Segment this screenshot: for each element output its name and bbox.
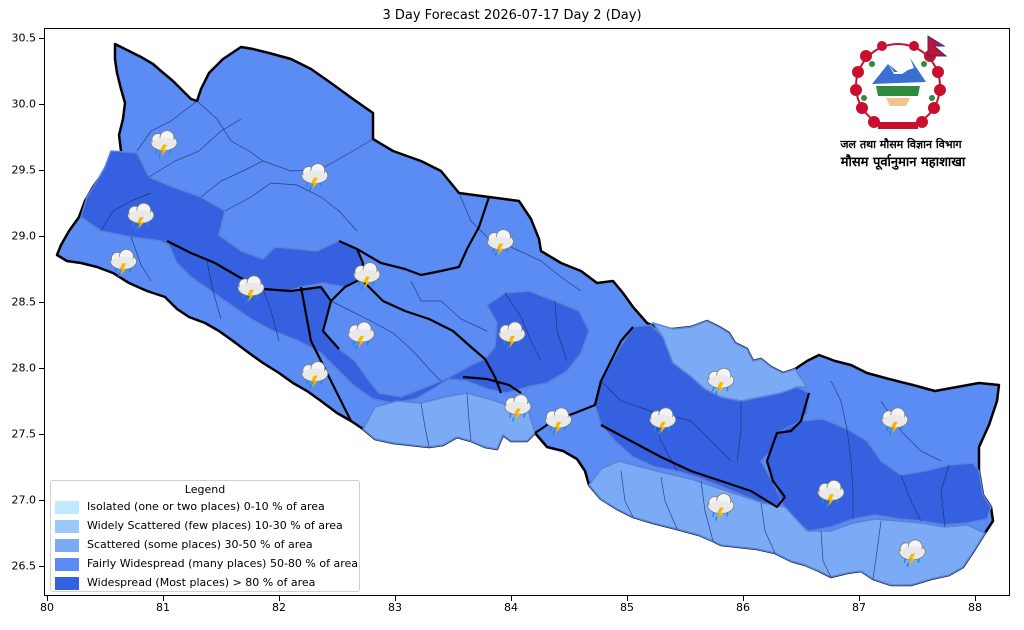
y-tick-label: 29.5	[11, 163, 37, 177]
thunderstorm-rain-icon	[898, 539, 926, 567]
weather-icon-layer	[110, 130, 926, 567]
y-tick-mark	[39, 434, 44, 435]
legend-label: Widespread (Most places) > 80 % of area	[87, 576, 316, 589]
thunderstorm-rain-icon	[237, 275, 265, 303]
thunderstorm-rain-icon	[498, 321, 526, 350]
thunderstorm-rain-icon	[486, 229, 514, 257]
thunderstorm-rain-icon	[707, 367, 735, 396]
thunderstorm-rain-icon	[545, 407, 572, 435]
thunderstorm-rain-icon	[150, 130, 178, 158]
legend-swatch-scattered	[55, 539, 79, 552]
x-tick-label: 83	[388, 601, 402, 614]
x-tick-mark	[975, 596, 976, 601]
y-tick-label: 30.0	[11, 97, 37, 111]
x-tick-label: 86	[736, 601, 750, 614]
x-tick-label: 81	[156, 601, 170, 614]
x-tick-label: 88	[968, 601, 982, 614]
thunderstorm-rain-icon	[110, 248, 137, 277]
y-tick-mark	[39, 170, 44, 171]
y-tick-label: 28.5	[11, 295, 37, 309]
thunderstorm-rain-icon	[301, 361, 329, 389]
y-tick-label: 30.5	[11, 31, 37, 45]
y-tick-label: 29.0	[11, 229, 37, 243]
legend: Legend Isolated (one or two places) 0-10…	[50, 480, 360, 592]
x-tick-label: 84	[504, 601, 518, 614]
x-tick-mark	[395, 596, 396, 601]
thunderstorm-rain-icon	[817, 479, 845, 508]
thunderstorm-rain-icon	[504, 394, 532, 422]
map-title: 3 Day Forecast 2026-07-17 Day 2 (Day)	[382, 8, 642, 23]
x-tick-mark	[47, 596, 48, 601]
x-tick-mark	[279, 596, 280, 601]
legend-title: Legend	[184, 483, 226, 496]
district-boundaries	[100, 100, 950, 580]
legend-swatch-isolated	[55, 501, 79, 514]
y-tick-label: 27.5	[11, 427, 37, 441]
legend-swatch-fairly-widespread	[55, 558, 79, 571]
thunderstorm-rain-icon	[301, 163, 329, 191]
x-tick-label: 82	[272, 601, 286, 614]
y-tick-mark	[39, 302, 44, 303]
map-plot-area	[44, 28, 1010, 596]
organization-name: जल तथा मौसम विज्ञान विभाग	[840, 138, 962, 151]
division-name: मौसम पूर्वानुमान महाशाखा	[840, 155, 966, 170]
y-tick-label: 27.0	[11, 493, 37, 507]
emblem-icon	[850, 35, 948, 129]
x-tick-mark	[743, 596, 744, 601]
thunderstorm-rain-icon	[347, 321, 375, 350]
thunderstorm-rain-icon	[649, 407, 677, 435]
government-emblem	[838, 34, 958, 142]
y-tick-mark	[39, 368, 44, 369]
x-tick-label: 85	[620, 601, 634, 614]
legend-label: Scattered (some places) 30-50 % of area	[87, 538, 313, 551]
scattered-region-east	[651, 320, 809, 402]
legend-swatch-widespread	[55, 577, 79, 590]
y-tick-mark	[39, 236, 44, 237]
x-tick-mark	[627, 596, 628, 601]
scattered-region-south-central	[362, 392, 536, 450]
y-tick-label: 26.5	[11, 559, 37, 573]
legend-label: Fairly Widespread (many places) 50-80 % …	[87, 557, 358, 570]
y-tick-label: 28.0	[11, 361, 37, 375]
thunderstorm-rain-icon	[353, 262, 381, 290]
x-tick-mark	[163, 596, 164, 601]
y-tick-mark	[39, 500, 44, 501]
nepal-forecast-map	[55, 42, 1001, 587]
legend-swatch-widely-scattered	[55, 520, 79, 533]
thunderstorm-rain-icon	[127, 202, 155, 231]
x-tick-label: 87	[852, 601, 866, 614]
legend-label: Isolated (one or two places) 0-10 % of a…	[87, 500, 325, 513]
y-tick-mark	[39, 38, 44, 39]
y-tick-mark	[39, 104, 44, 105]
legend-label: Widely Scattered (few places) 10-30 % of…	[87, 519, 343, 532]
x-tick-label: 80	[40, 601, 54, 614]
scattered-region-south-east	[588, 460, 987, 586]
y-tick-mark	[39, 566, 44, 567]
x-tick-mark	[511, 596, 512, 601]
thunderstorm-rain-icon	[881, 407, 909, 435]
x-tick-mark	[859, 596, 860, 601]
thunderstorm-rain-icon	[707, 493, 735, 521]
